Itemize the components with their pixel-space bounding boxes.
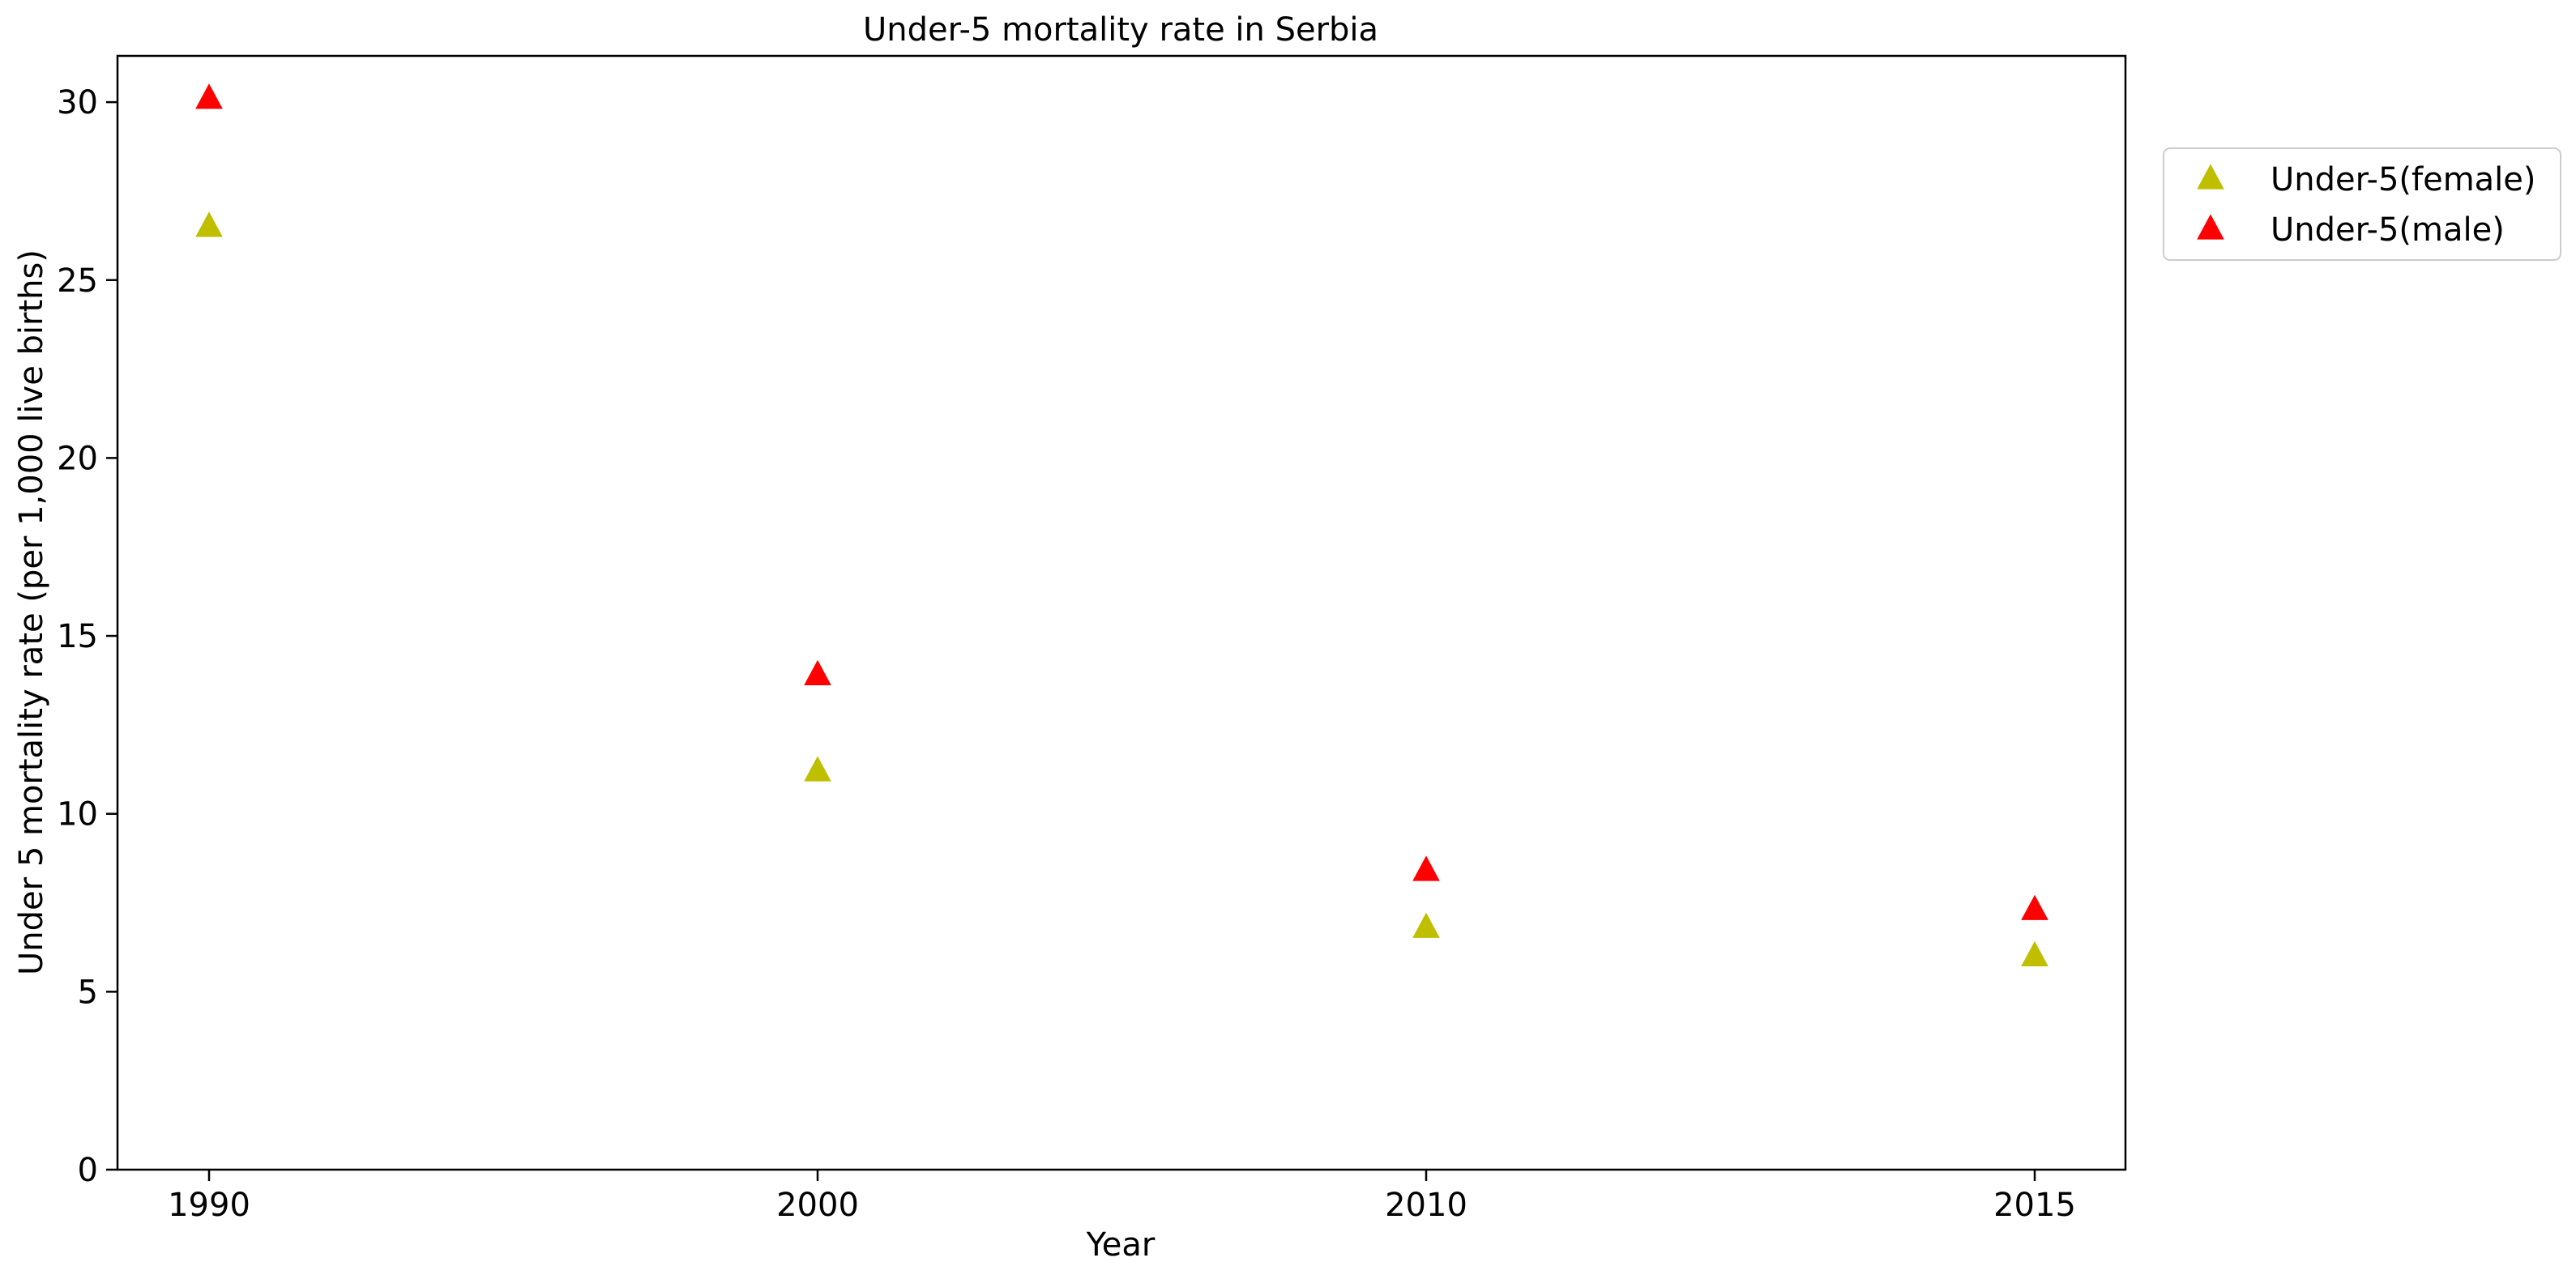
data-point-series-0 [1412, 912, 1440, 938]
x-axis-ticks: 1990 2000 2010 2015 [168, 1170, 2076, 1224]
data-point-series-0 [2021, 940, 2048, 967]
data-point-series-1 [2021, 894, 2048, 920]
legend-marker [2197, 214, 2224, 240]
x-tick-label: 2015 [1993, 1187, 2076, 1224]
y-tick-label: 25 [57, 262, 98, 300]
legend-frame [2163, 147, 2561, 261]
legend-label: Under-5(female) [2271, 161, 2536, 198]
y-tick-label: 5 [78, 974, 98, 1011]
data-point-series-1 [1412, 855, 1440, 881]
chart-title: Under-5 mortality rate in Serbia [863, 11, 1378, 49]
plot-area [116, 54, 2127, 1171]
data-point-series-1 [804, 659, 831, 685]
y-tick-label: 15 [57, 618, 98, 655]
legend-marker [2197, 164, 2224, 190]
data-markers [195, 83, 2048, 967]
x-tick-label: 2010 [1385, 1187, 1467, 1224]
y-tick-label: 10 [57, 796, 98, 833]
x-tick-label: 1990 [168, 1187, 250, 1224]
y-tick-label: 30 [57, 84, 98, 122]
legend-label: Under-5(male) [2271, 211, 2505, 249]
data-point-series-0 [195, 211, 223, 237]
data-point-series-1 [195, 83, 223, 109]
x-axis-label: Year [1086, 1226, 1156, 1264]
y-tick-label: 20 [57, 440, 98, 477]
y-tick-label: 0 [78, 1152, 98, 1189]
data-point-series-0 [804, 756, 831, 782]
legend: Under-5(female) Under-5(male) [2163, 147, 2561, 261]
y-axis-label: Under 5 mortality rate (per 1,000 live b… [13, 249, 50, 975]
x-tick-label: 2000 [776, 1187, 859, 1224]
y-axis-ticks: 0 5 10 15 20 25 30 [57, 84, 117, 1189]
